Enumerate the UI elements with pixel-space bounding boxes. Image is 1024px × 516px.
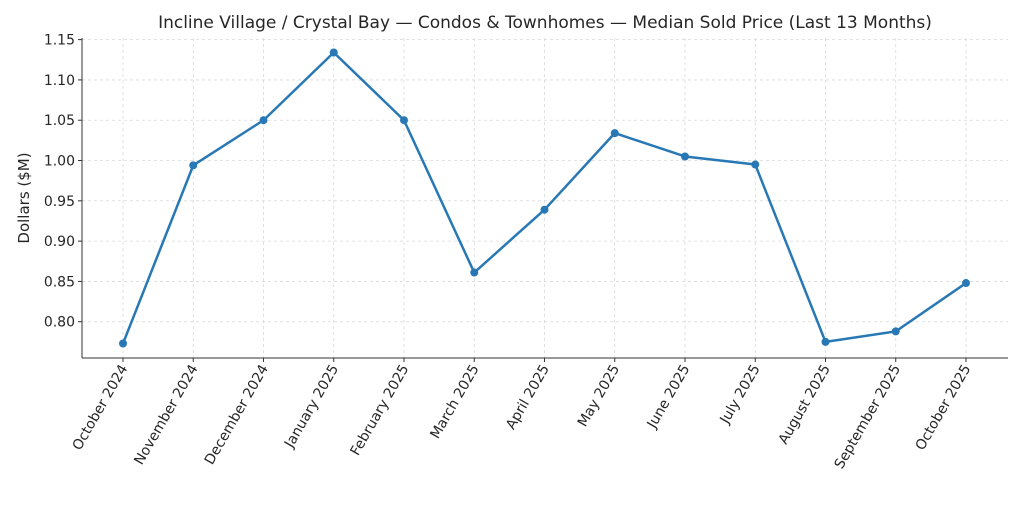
y-tick-label: 1.05 [44, 113, 75, 129]
data-point [470, 268, 479, 277]
x-tick-label: December 2024 [202, 362, 272, 468]
series-line [119, 48, 970, 348]
x-tick-label: May 2025 [575, 362, 623, 430]
y-tick-label: 1.00 [44, 154, 75, 170]
x-tick-label: February 2025 [348, 362, 413, 458]
y-axis-ticks: 0.80 0.85 0.90 0.95 1.00 1.05 1.10 1.15 [44, 33, 82, 331]
x-tick-label: August 2025 [776, 362, 834, 447]
x-tick-label: November 2024 [131, 362, 201, 468]
data-point [891, 327, 900, 336]
chart-title: Incline Village / Crystal Bay — Condos &… [158, 13, 932, 33]
x-tick-label: April 2025 [503, 362, 553, 432]
y-tick-label: 0.95 [44, 194, 75, 210]
x-tick-label: October 2024 [70, 362, 132, 453]
y-axis-label: Dollars ($M) [15, 152, 33, 243]
axes [81, 38, 1008, 359]
y-tick-label: 0.85 [44, 274, 75, 290]
data-point [751, 160, 760, 169]
data-point [400, 116, 408, 125]
data-point [119, 339, 127, 348]
data-point [821, 337, 830, 346]
x-tick-label: January 2025 [281, 362, 342, 452]
grid [82, 38, 1008, 358]
data-point [610, 129, 619, 138]
series-path [121, 51, 967, 344]
data-point [259, 116, 268, 125]
x-tick-label: October 2025 [913, 362, 975, 453]
x-tick-label: September 2025 [832, 362, 905, 472]
data-point [540, 205, 549, 214]
x-tick-label: July 2025 [717, 362, 764, 427]
y-tick-label: 1.15 [44, 33, 75, 49]
data-point [962, 279, 970, 288]
data-point [189, 161, 198, 170]
y-tick-label: 0.90 [44, 234, 75, 250]
data-point [681, 152, 689, 161]
x-tick-label: June 2025 [644, 362, 694, 432]
y-tick-label: 0.80 [44, 315, 75, 331]
data-point [329, 48, 338, 57]
y-tick-label: 1.10 [44, 73, 75, 89]
x-axis-ticks: October 2024 November 2024 December 2024 Ja… [70, 358, 975, 472]
x-tick-label: March 2025 [427, 362, 482, 442]
